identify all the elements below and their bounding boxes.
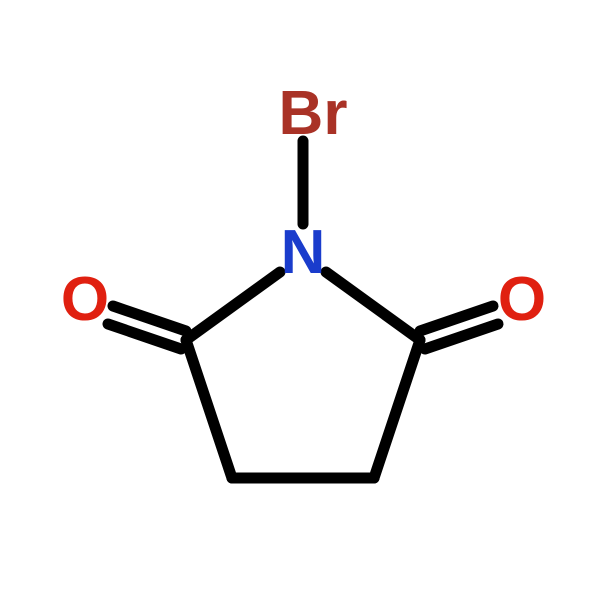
atom-label-oxygen-right: O bbox=[498, 269, 546, 331]
molecule-diagram: Br N O O bbox=[0, 0, 600, 600]
bond-line bbox=[374, 340, 420, 478]
bond-line bbox=[326, 272, 420, 340]
atom-label-bromine: Br bbox=[279, 83, 348, 145]
bond-line bbox=[186, 272, 280, 340]
atom-label-nitrogen: N bbox=[281, 222, 326, 284]
bond-line bbox=[186, 340, 232, 478]
atom-label-oxygen-left: O bbox=[61, 269, 109, 331]
